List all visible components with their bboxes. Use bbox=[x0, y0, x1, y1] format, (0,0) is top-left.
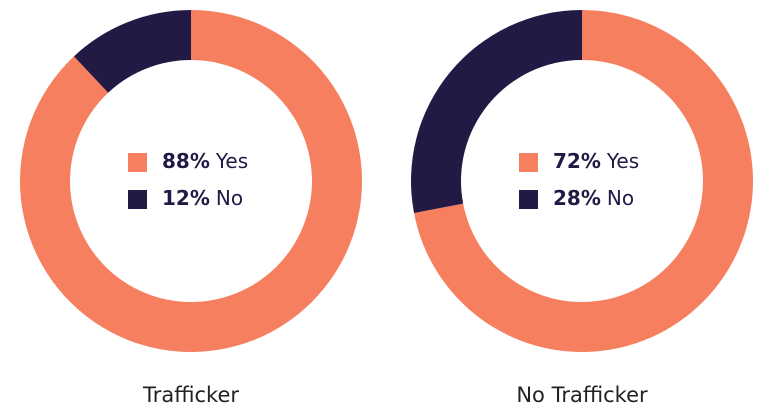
legend-label: 12% No bbox=[162, 186, 243, 210]
legend-label: 28% No bbox=[553, 186, 634, 210]
legend-swatch bbox=[519, 153, 538, 172]
legend-category: Yes bbox=[606, 149, 639, 173]
chart-title: Trafficker bbox=[142, 383, 239, 407]
legend-value: 72% bbox=[553, 149, 601, 173]
slice bbox=[410, 10, 582, 214]
slice bbox=[73, 10, 191, 93]
legend-swatch bbox=[128, 153, 147, 172]
legend-value: 12% bbox=[162, 186, 210, 210]
slice bbox=[19, 10, 362, 352]
legend-label: 88% Yes bbox=[162, 149, 248, 173]
chart-title: No Trafficker bbox=[516, 383, 648, 407]
legend-swatch bbox=[128, 190, 147, 209]
legend-category: No bbox=[607, 186, 634, 210]
legend-swatch bbox=[519, 190, 538, 209]
slice bbox=[414, 10, 753, 352]
legend-label: 72% Yes bbox=[553, 149, 639, 173]
legend-category: Yes bbox=[215, 149, 248, 173]
legend-value: 88% bbox=[162, 149, 210, 173]
legend-category: No bbox=[216, 186, 243, 210]
legend-value: 28% bbox=[553, 186, 601, 210]
